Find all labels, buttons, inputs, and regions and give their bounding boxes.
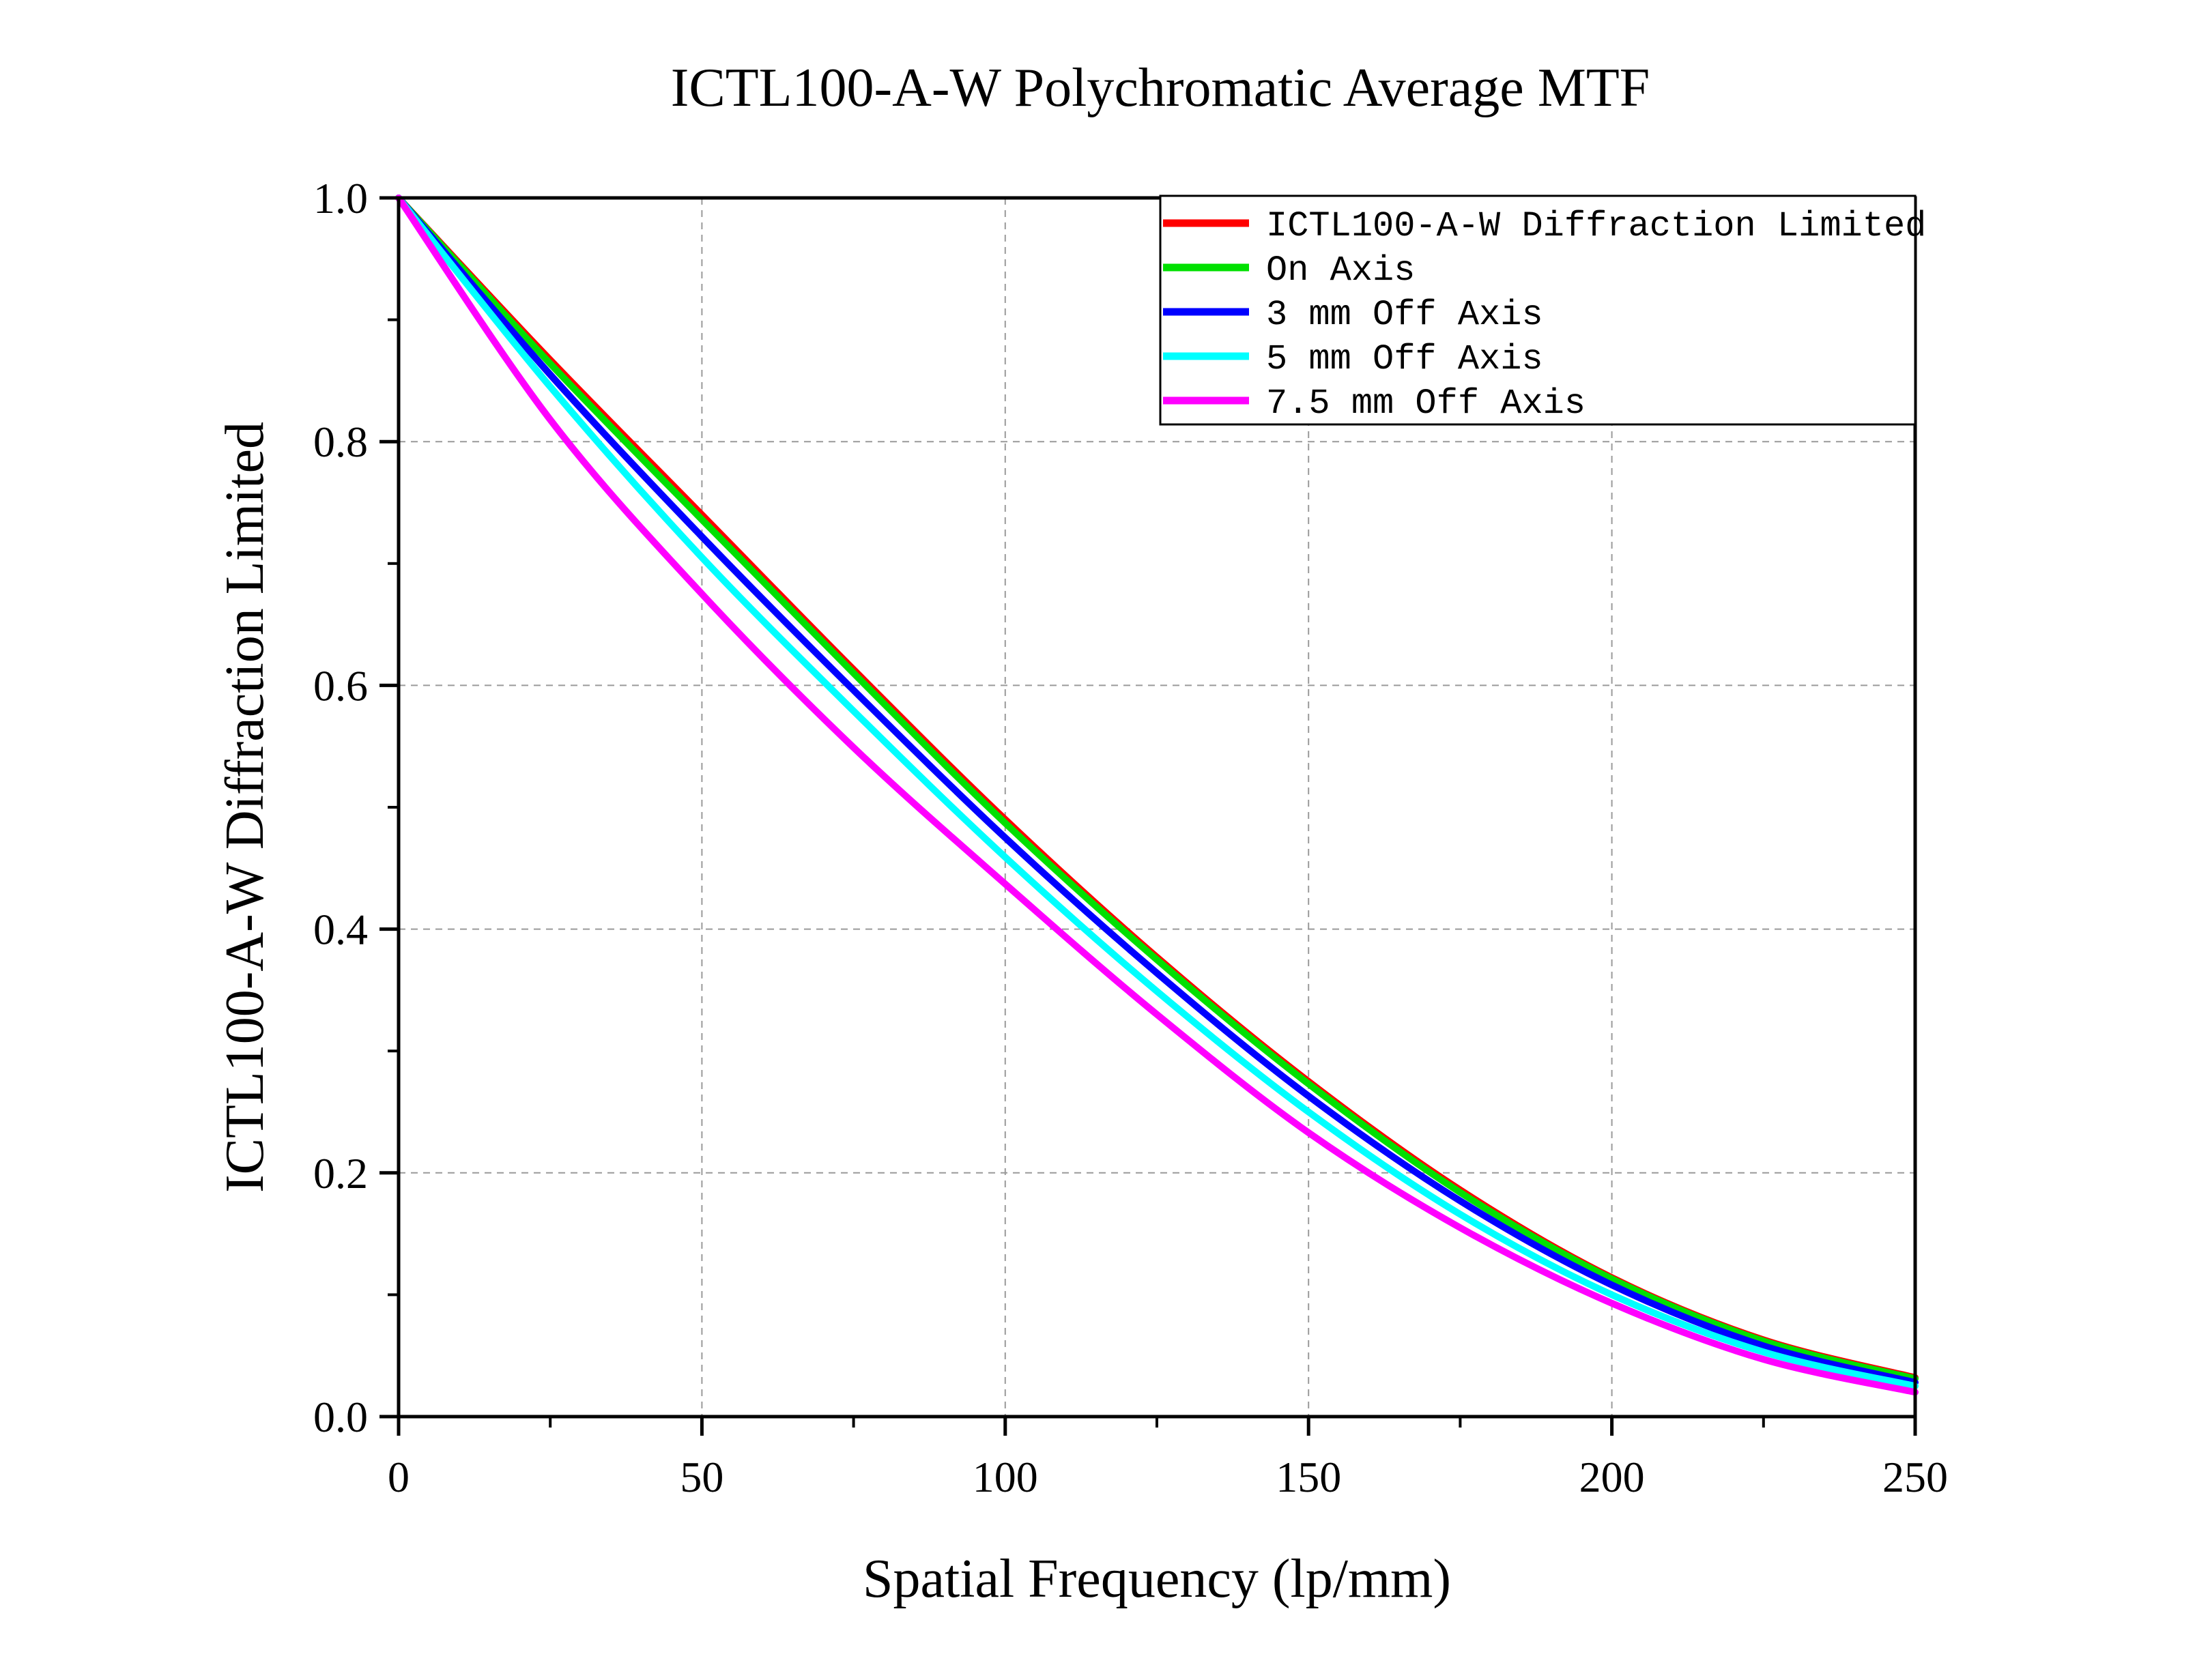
series-line-1 [395,194,1919,1382]
y-tick-label: 0.2 [313,1149,368,1198]
legend-label: ICTL100-A-W Diffraction Limited [1266,206,1926,246]
y-tick-label: 0.0 [313,1393,368,1441]
x-tick-label: 150 [1276,1453,1341,1501]
legend-label: 5 mm Off Axis [1266,339,1543,379]
x-tick-label: 100 [973,1453,1038,1501]
chart-title: ICTL100-A-W Polychromatic Average MTF [671,58,1650,118]
x-tick-label: 250 [1882,1453,1948,1501]
y-tick-label: 0.8 [313,418,368,466]
legend-label: On Axis [1266,250,1415,291]
axis-ticks [379,196,1917,1436]
series-line-4 [395,194,1919,1396]
legend-label: 3 mm Off Axis [1266,295,1543,335]
x-tick-label: 200 [1579,1453,1645,1501]
y-tick-label: 0.4 [313,906,368,954]
y-axis-label: ICTL100-A-W Diffraction Limited [215,422,275,1193]
legend-label: 7.5 mm Off Axis [1266,383,1586,424]
x-tick-label: 0 [388,1453,410,1501]
series-line-2 [395,194,1919,1386]
y-tick-label: 1.0 [313,174,368,222]
y-tick-label: 0.6 [313,661,368,710]
y-tick-labels: 0.0 0.2 0.4 0.6 0.8 1.0 [313,174,368,1441]
series-line-3 [395,194,1919,1390]
x-tick-label: 50 [680,1453,723,1501]
x-tick-labels: 0 50 100 150 200 250 [388,1453,1948,1501]
series-layer [395,194,1919,1396]
legend-box [1159,194,1917,426]
x-axis-label: Spatial Frequency (lp/mm) [863,1549,1451,1609]
